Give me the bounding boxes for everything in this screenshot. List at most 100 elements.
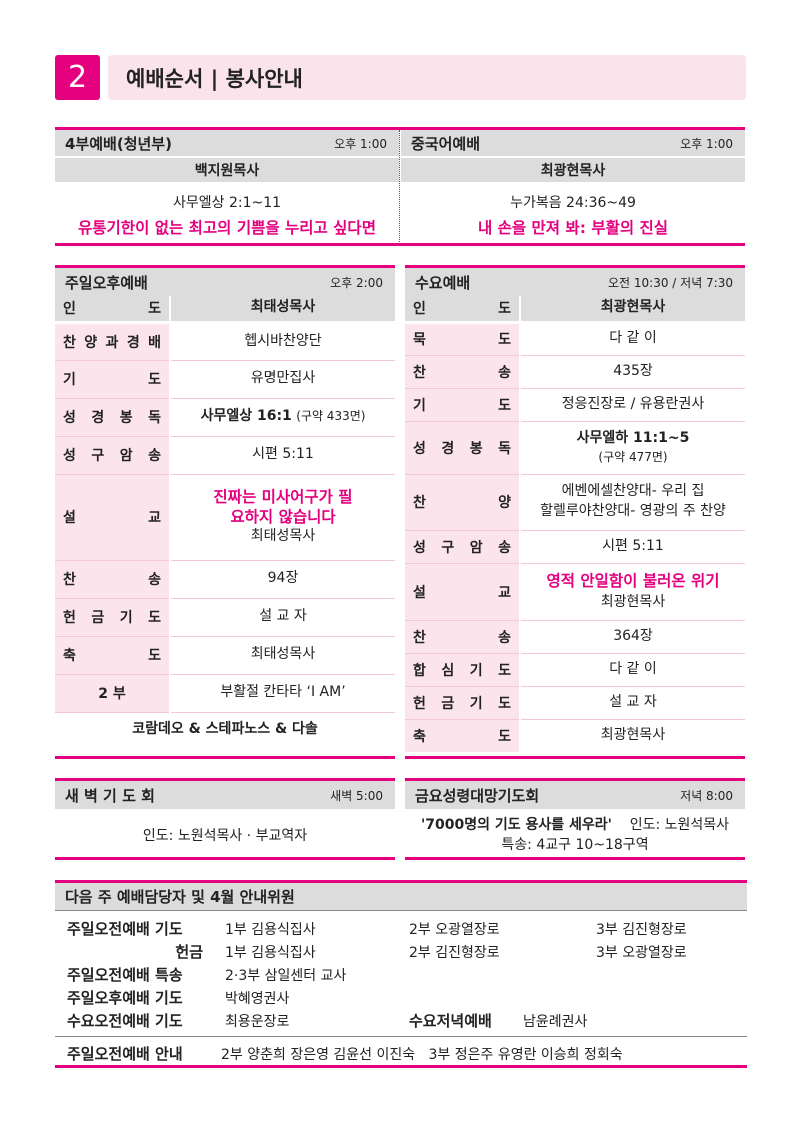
intro-label: 인 도 xyxy=(55,296,171,324)
row-value: 다 같 이 xyxy=(520,322,745,356)
row-label: 주일오전예배 안내 xyxy=(67,1045,183,1063)
row-label: 설 교 xyxy=(405,563,521,621)
row-label: 헌 금 기 도 xyxy=(405,686,521,720)
row-value: 435장 xyxy=(520,355,745,389)
service-title: 4부예배(청년부) xyxy=(65,134,172,153)
scripture: 누가복음 24:36~49 xyxy=(510,195,636,211)
row-value: 최태성목사 xyxy=(170,636,395,675)
service-title: 금요성령대망기도회 xyxy=(415,786,540,805)
row-label: 축 도 xyxy=(55,636,171,675)
friday-special: 특송: 4교구 10~18구역 xyxy=(501,837,649,853)
youth-service: 4부예배(청년부) 오후 1:00 백지원목사 사무엘상 2:1~11 유통기한이… xyxy=(55,130,400,246)
chinese-service: 중국어예배 오후 1:00 최광현목사 누가복음 24:36~49 내 손을 만져… xyxy=(401,130,745,246)
service-title: 중국어예배 xyxy=(411,134,481,153)
row-label: 묵 도 xyxy=(405,322,521,356)
row-value: 사무엘하 11:1~5 xyxy=(576,430,690,447)
row-value: 최태성목사 xyxy=(250,528,316,545)
row-value: 최용운장로 xyxy=(225,1014,290,1030)
sermon-title: 내 손을 만져 봐: 부활의 진실 xyxy=(477,219,669,237)
row-label: 주일오전예배 기도 xyxy=(67,920,183,938)
row-label: 수요저녁예배 xyxy=(409,1012,492,1030)
service-time: 오후 1:00 xyxy=(680,136,733,151)
dawn-prayer: 새 벽 기 도 회 새벽 5:00 인도: 노원석목사 · 부교역자 xyxy=(55,778,395,860)
intro-value: 최광현목사 xyxy=(520,296,745,324)
choir-footer: 코람데오 & 스테파노스 & 다솔 xyxy=(132,721,318,738)
row-value: 94장 xyxy=(170,560,395,599)
row-value: 다 같 이 xyxy=(520,653,745,687)
row-value: 박혜영권사 xyxy=(225,991,290,1007)
service-title: 주일오후예배 xyxy=(65,273,148,292)
row-label: 헌금 xyxy=(175,943,203,961)
row-label: 2 부 xyxy=(55,674,171,713)
row-value: 시편 5:11 xyxy=(520,530,745,564)
row-note: (구약 433면) xyxy=(296,409,366,424)
row-value: 2·3부 삼일센터 교사 xyxy=(225,968,347,984)
row-label: 찬 양 과 경 배 xyxy=(55,322,171,361)
row-value: 3부 김진형장로 xyxy=(596,922,687,938)
section-title: 다음 주 예배담당자 및 4월 안내위원 xyxy=(65,888,295,906)
service-title: 새 벽 기 도 회 xyxy=(65,786,155,805)
preacher: 최광현목사 xyxy=(401,156,745,182)
row-value: 1부 김용식집사 xyxy=(225,922,316,938)
service-time: 오전 10:30 / 저녁 7:30 xyxy=(608,275,733,290)
row-note: (구약 477면) xyxy=(598,449,668,464)
service-title: 수요예배 xyxy=(415,273,471,292)
row-label: 성 구 암 송 xyxy=(55,436,171,475)
sermon-title: 진짜는 미사어구가 필요하지 않습니다 xyxy=(213,488,353,527)
row-label: 찬 송 xyxy=(55,560,171,599)
row-value: 2부 김진형장로 xyxy=(409,945,500,961)
row-label: 성 구 암 송 xyxy=(405,530,521,564)
row-value: 헵시바찬양단 xyxy=(170,322,395,361)
row-label: 수요오전예배 기도 xyxy=(67,1012,183,1030)
row-label: 찬 송 xyxy=(405,355,521,389)
section-number: 2 xyxy=(55,55,100,100)
row-value: 최광현목사 xyxy=(600,726,666,743)
preacher: 백지원목사 xyxy=(55,156,399,182)
row-value: 유명만집사 xyxy=(170,360,395,399)
row-value: 부활절 칸타타 ‘I AM’ xyxy=(170,674,395,713)
row-label: 축 도 xyxy=(405,719,521,752)
service-time: 오후 2:00 xyxy=(330,275,383,290)
row-value: 할렐루야찬양대- 영광의 주 찬양 xyxy=(540,503,726,519)
row-value: 남윤례권사 xyxy=(523,1014,588,1030)
row-label: 설 교 xyxy=(55,474,171,561)
dawn-leader: 인도: 노원석목사 · 부교역자 xyxy=(142,828,308,844)
row-label: 성 경 봉 독 xyxy=(55,398,171,437)
row-label: 성 경 봉 독 xyxy=(405,421,521,475)
row-value: 2부 양춘희 장은영 김윤선 이진숙 3부 정은주 유영란 이승희 정회숙 xyxy=(221,1047,623,1063)
row-label: 기 도 xyxy=(405,388,521,422)
service-time: 새벽 5:00 xyxy=(330,788,383,803)
row-label: 헌 금 기 도 xyxy=(55,598,171,637)
friday-prayer: 금요성령대망기도회 저녁 8:00 '7000명의 기도 용사를 세우라' 인도:… xyxy=(405,778,745,860)
top-services: 4부예배(청년부) 오후 1:00 백지원목사 사무엘상 2:1~11 유통기한이… xyxy=(55,127,745,246)
row-value: 시편 5:11 xyxy=(170,436,395,475)
scripture: 사무엘상 2:1~11 xyxy=(172,195,282,211)
service-time: 오후 1:00 xyxy=(334,136,387,151)
intro-value: 최태성목사 xyxy=(170,296,395,324)
row-value: 2부 오광열장로 xyxy=(409,922,500,938)
next-week-staff: 다음 주 예배담당자 및 4월 안내위원 주일오전예배 기도 1부 김용식집사 … xyxy=(55,880,747,1068)
row-value: 1부 김용식집사 xyxy=(225,945,316,961)
row-label: 찬 송 xyxy=(405,620,521,654)
row-label: 기 도 xyxy=(55,360,171,399)
sermon-title: 유통기한이 없는 최고의 기쁨을 누리고 싶다면 xyxy=(78,219,376,237)
row-value: 364장 xyxy=(520,620,745,654)
row-value: 사무엘상 16:1 xyxy=(200,408,292,425)
intro-label: 인 도 xyxy=(405,296,521,324)
service-time: 저녁 8:00 xyxy=(680,788,733,803)
sunday-afternoon-service: 주일오후예배 오후 2:00 인 도 최태성목사 찬 양 과 경 배 헵시바찬양단 기… xyxy=(55,265,395,759)
friday-theme: '7000명의 기도 용사를 세우라' xyxy=(420,817,612,833)
row-label: 합 심 기 도 xyxy=(405,653,521,687)
row-value: 최광현목사 xyxy=(600,593,666,610)
page-title: 예배순서 | 봉사안내 xyxy=(108,55,746,100)
sermon-title: 영적 안일함이 불러온 위기 xyxy=(546,571,720,590)
row-value: 정응진장로 / 유용란권사 xyxy=(520,388,745,422)
row-value: 에벤에셀찬양대- 우리 집 xyxy=(561,483,705,500)
row-value: 설 교 자 xyxy=(170,598,395,637)
divider xyxy=(55,1036,747,1037)
row-value: 3부 오광열장로 xyxy=(596,945,687,961)
row-label: 찬 양 xyxy=(405,474,521,531)
friday-leader: 인도: 노원석목사 xyxy=(629,817,730,833)
row-label: 주일오후예배 기도 xyxy=(67,989,183,1007)
